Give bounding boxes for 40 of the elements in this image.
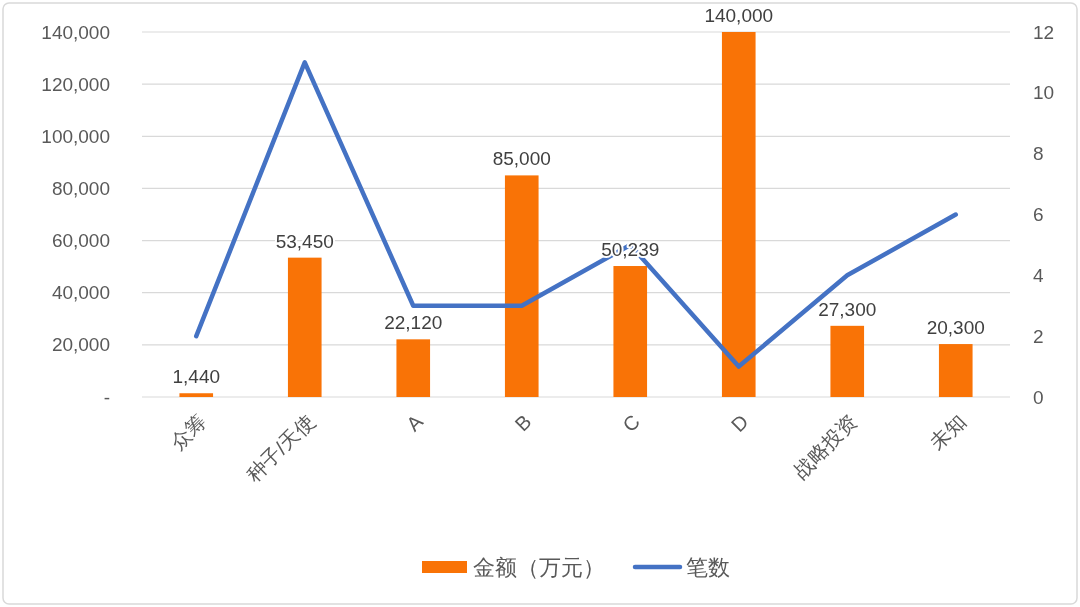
x-tick-label: A	[402, 409, 428, 436]
data-label: 140,000	[704, 5, 774, 26]
y-tick-label: 100,000	[41, 125, 110, 147]
y2-tick-label: 6	[1033, 204, 1044, 225]
x-tick-label: C	[618, 410, 645, 436]
y2-tick-label: 4	[1033, 264, 1044, 286]
x-tick-label: 战略投资	[788, 410, 862, 483]
y-tick-label: 20,000	[51, 334, 110, 356]
y-tick-label: 60,000	[51, 230, 110, 252]
y-tick-label: 80,000	[51, 177, 110, 199]
x-tick-label: 种子/天使	[242, 410, 319, 487]
bar	[721, 32, 756, 397]
y-tick-label: 120,000	[41, 73, 110, 95]
x-tick-label: D	[726, 410, 753, 436]
y-tick-label: -	[103, 386, 110, 408]
data-label: 27,300	[818, 298, 877, 320]
data-label: 20,300	[926, 317, 985, 339]
legend-label: 笔数	[686, 554, 730, 580]
bar	[830, 325, 865, 397]
bar	[504, 175, 539, 397]
data-label: 22,120	[384, 312, 443, 334]
data-label: 85,000	[492, 148, 551, 170]
y2-tick-label: 12	[1033, 21, 1055, 43]
x-tick-label: 众筹	[166, 410, 211, 455]
y-tick-label: 140,000	[41, 21, 110, 43]
bar	[396, 339, 431, 397]
y2-tick-label: 10	[1033, 82, 1055, 104]
bar	[287, 257, 322, 397]
y-tick-label: 40,000	[51, 282, 110, 304]
bar	[938, 344, 973, 397]
legend-label: 金额（万元）	[473, 554, 605, 580]
data-label: 1,440	[172, 366, 221, 388]
y2-tick-label: 0	[1033, 386, 1044, 408]
x-tick-label: B	[510, 410, 536, 436]
y2-tick-label: 2	[1033, 325, 1044, 347]
bar	[613, 266, 648, 397]
x-tick-label: 未知	[925, 410, 970, 455]
bar	[179, 393, 214, 397]
data-label: 53,450	[275, 230, 334, 252]
y2-tick-label: 8	[1033, 143, 1044, 165]
